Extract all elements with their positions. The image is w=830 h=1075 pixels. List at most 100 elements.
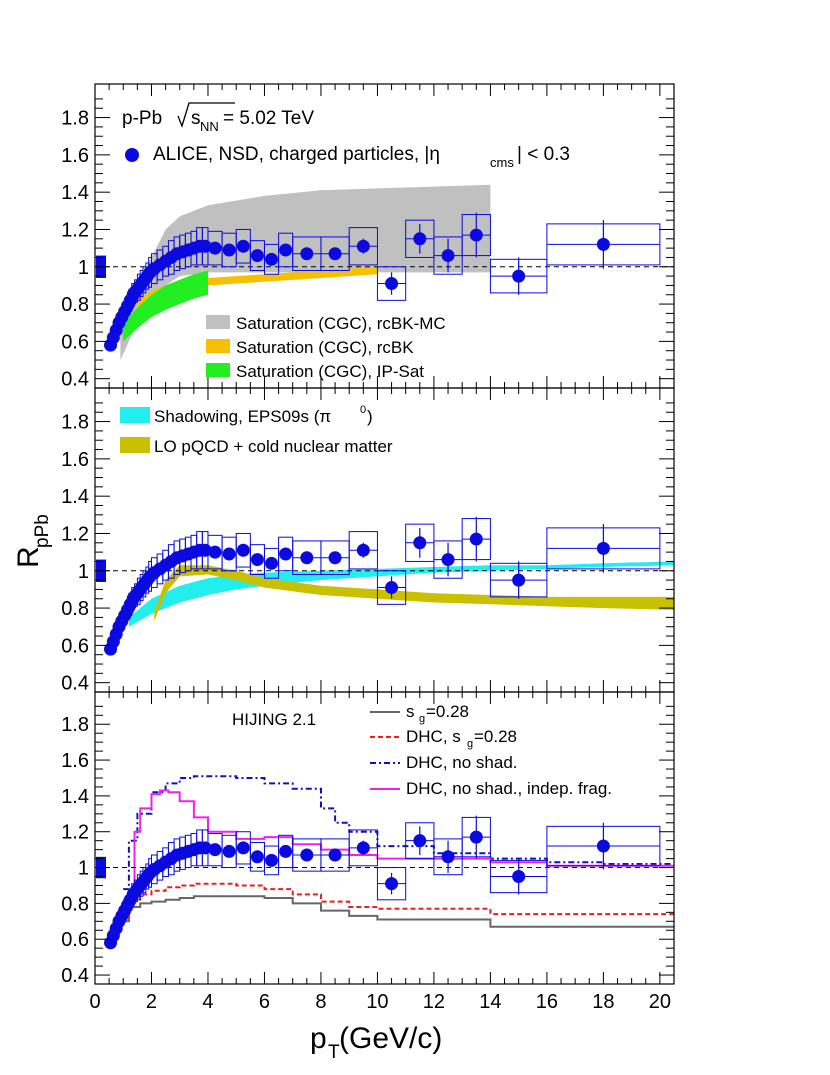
y-tick-label: 0.6 [61, 635, 89, 657]
alice-data-point [236, 841, 250, 855]
alice-data-point [469, 830, 483, 844]
alice-data-point [236, 543, 250, 557]
system-label: p-Pb [122, 108, 162, 129]
x-tick-label: 12 [423, 991, 445, 1013]
x-tick-label: 2 [146, 991, 157, 1013]
model-band [137, 266, 378, 308]
y-tick-label: 1.2 [61, 822, 89, 844]
rcbk-mc-legend-swatch [206, 315, 230, 329]
lo-pqcd-legend-label: LO pQCD + cold nuclear matter [154, 437, 393, 456]
alice-data-point [413, 232, 427, 246]
alice-data-point [596, 237, 610, 251]
x-tick-label: 4 [202, 991, 213, 1013]
dhc-sg-legend-subscript: g [467, 738, 473, 750]
hijing-label: HIJING 2.1 [232, 710, 316, 729]
x-axis-title-subscript: T [328, 1042, 340, 1063]
alice-data-point [222, 547, 236, 561]
y-tick-label: 0.8 [61, 893, 89, 915]
y-tick-label: 1.4 [61, 786, 89, 808]
alice-legend-label-end: | < 0.3 [517, 144, 570, 165]
model-band [123, 270, 208, 342]
panel-frame [94, 691, 675, 985]
alice-data-point [208, 241, 222, 255]
y-tick-label: 1.6 [61, 145, 89, 167]
y-tick-label: 0.6 [61, 929, 89, 951]
alice-data-point [265, 252, 279, 266]
y-tick-label: 1.8 [61, 412, 89, 434]
rcbk-legend-label: Saturation (CGC), rcBK [236, 338, 414, 357]
sqrt-symbol [177, 102, 235, 128]
y-tick-label: 1.6 [61, 449, 89, 471]
eps09s-legend-superscript: 0 [360, 404, 366, 416]
x-tick-label: 16 [536, 991, 558, 1013]
alice-data-point [279, 844, 293, 858]
y-tick-label: 1 [78, 561, 89, 583]
alice-data-point [385, 581, 399, 595]
y-tick-label: 0.4 [61, 673, 89, 695]
x-tick-label: 10 [366, 991, 388, 1013]
model-curve [117, 895, 674, 928]
alice-data-point [385, 277, 399, 291]
ipsat-legend-label: Saturation (CGC), IP-Sat [236, 362, 424, 381]
alice-data-point [512, 870, 526, 884]
y-tick-label: 1.2 [61, 219, 89, 241]
eps09s-legend-swatch [120, 407, 150, 423]
alice-data-point [469, 532, 483, 546]
y-tick-label: 1.8 [61, 108, 89, 130]
alice-data-point [356, 239, 370, 253]
y-tick-label: 1 [78, 257, 89, 279]
sg-legend-label-end: =0.28 [426, 702, 469, 721]
model-band [128, 561, 674, 627]
alice-data-point [300, 551, 314, 565]
alice-data-point [265, 556, 279, 570]
energy-variable: s [191, 108, 201, 129]
alice-data-point [356, 543, 370, 557]
alice-data-point [222, 844, 236, 858]
alice-data-point [328, 247, 342, 261]
alice-data-point [596, 839, 610, 853]
alice-data-point [596, 541, 610, 555]
y-axis-title-subscript: pPb [32, 514, 53, 548]
alice-data-point [236, 239, 250, 253]
alice-data-point [250, 249, 264, 263]
model-band [154, 565, 674, 622]
y-tick-label: 1.4 [61, 486, 89, 508]
alice-data-point [413, 834, 427, 848]
alice-data-point [300, 247, 314, 261]
alice-data-point [441, 553, 455, 567]
panel-bottom: 0.40.60.811.21.41.61.80 2 4 6 8 10 12 14 16 18 20 … [61, 691, 675, 1013]
y-tick-label: 0.4 [61, 965, 89, 987]
x-axis-title-main: p [310, 1022, 327, 1055]
energy-value: = 5.02 TeV [223, 108, 314, 129]
panel-frame [94, 387, 675, 693]
alice-data-point [222, 243, 236, 257]
alice-data-point [413, 536, 427, 550]
alice-data-point [250, 850, 264, 864]
rcbk-legend-swatch [206, 339, 230, 353]
x-tick-label: 0 [89, 991, 100, 1013]
y-tick-label: 1 [78, 858, 89, 880]
alice-data-point [265, 853, 279, 867]
alice-data-point [328, 551, 342, 565]
panel-top: 0.4 0.6 0.8 1 1.2 1.4 1.6 1.8 p-Pb s NN = 5.02 … [61, 83, 675, 391]
alice-data-point [512, 573, 526, 587]
alice-data-point [208, 843, 222, 857]
alice-data-point [441, 249, 455, 263]
rcbk-mc-legend-label: Saturation (CGC), rcBK-MC [236, 314, 446, 333]
x-tick-label: 8 [315, 991, 326, 1013]
y-tick-label: 1.6 [61, 750, 89, 772]
x-tick-label: 18 [592, 991, 614, 1013]
alice-data-point [356, 841, 370, 855]
dhc-noshad-legend-label: DHC, no shad. [406, 753, 518, 772]
y-tick-label: 0.8 [61, 294, 89, 316]
x-axis-title-unit: (GeV/c) [339, 1022, 442, 1055]
alice-data-point [250, 553, 264, 567]
y-tick-label: 1.2 [61, 523, 89, 545]
alice-data-point [469, 228, 483, 242]
eps09s-legend-label-end: ) [367, 407, 373, 426]
sg-legend-label: s [406, 702, 415, 721]
dhc-indep-legend-label: DHC, no shad., indep. frag. [406, 779, 612, 798]
x-tick-label: 6 [259, 991, 270, 1013]
alice-data-point [279, 547, 293, 561]
